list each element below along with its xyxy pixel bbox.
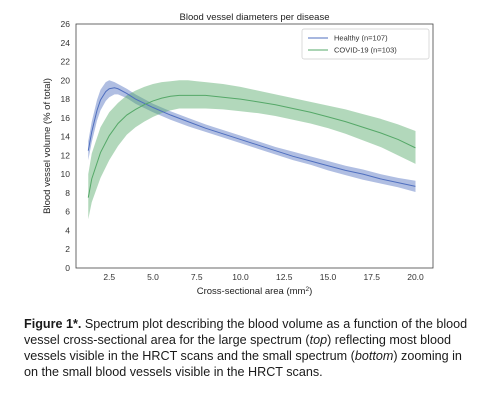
caption-top: top [309,333,328,347]
series-0-band [88,80,416,192]
legend-label-0: Healthy (n=107) [334,34,388,43]
caption-bottom: bottom [354,349,394,363]
caption-text-1: Spectrum plot describing the blood volum… [24,317,468,347]
x-tick-label: 20.0 [407,272,424,282]
caption-text-3: ) zooming in on the small blood vessels … [24,349,462,379]
series-1-line [87,94,416,198]
x-axis-label: Cross-sectional area (mm2) [197,286,313,298]
x-tick-label: 17.5 [363,272,380,282]
plot-frame [75,23,434,269]
caption-lead: Figure 1*. [24,317,82,331]
y-tick-label: 18 [61,94,71,104]
y-tick-label: 0 [65,263,70,273]
y-tick-label: 2 [65,244,70,254]
confidence-bands [88,80,416,220]
legend-label-1: COVID-19 (n=103) [334,46,397,55]
y-tick-label: 16 [61,113,71,123]
y-tick-label: 14 [61,132,71,142]
chart-title: Blood vessel diameters per disease [180,12,330,23]
plot-border [75,23,434,269]
x-tick-label: 7.5 [191,272,203,282]
y-tick-label: 20 [61,75,71,85]
y-axis-label: Blood vessel volume (% of total) [42,78,53,214]
y-tick-label: 8 [65,188,70,198]
x-tick-label: 5.0 [147,272,159,282]
y-tick-label: 10 [61,169,71,179]
legend: Healthy (n=107) COVID-19 (n=103) [301,28,430,60]
y-tick-label: 12 [61,150,71,160]
y-tick-label: 26 [61,19,71,29]
x-axis-ticks: 2.5 5.0 7.5 10.0 12.5 15.0 17.5 20.0 [103,272,424,282]
series-1-band [88,80,416,220]
blood-vessel-chart: Blood vessel diameters per disease 2.5 5.… [42,12,434,298]
x-tick-label: 10.0 [232,272,249,282]
figure-caption: Figure 1*. Spectrum plot describing the … [24,316,468,380]
x-tick-label: 12.5 [276,272,293,282]
caption-text-2: ) reflecting most blood vessels visible … [24,333,451,363]
y-tick-label: 24 [61,38,71,48]
legend-box [301,28,430,60]
y-tick-label: 4 [65,225,70,235]
y-tick-label: 6 [65,207,70,217]
mean-lines [87,87,416,198]
x-tick-label: 2.5 [103,272,115,282]
y-tick-label: 22 [61,57,71,67]
series-0-line [87,87,416,187]
x-tick-label: 15.0 [320,272,337,282]
